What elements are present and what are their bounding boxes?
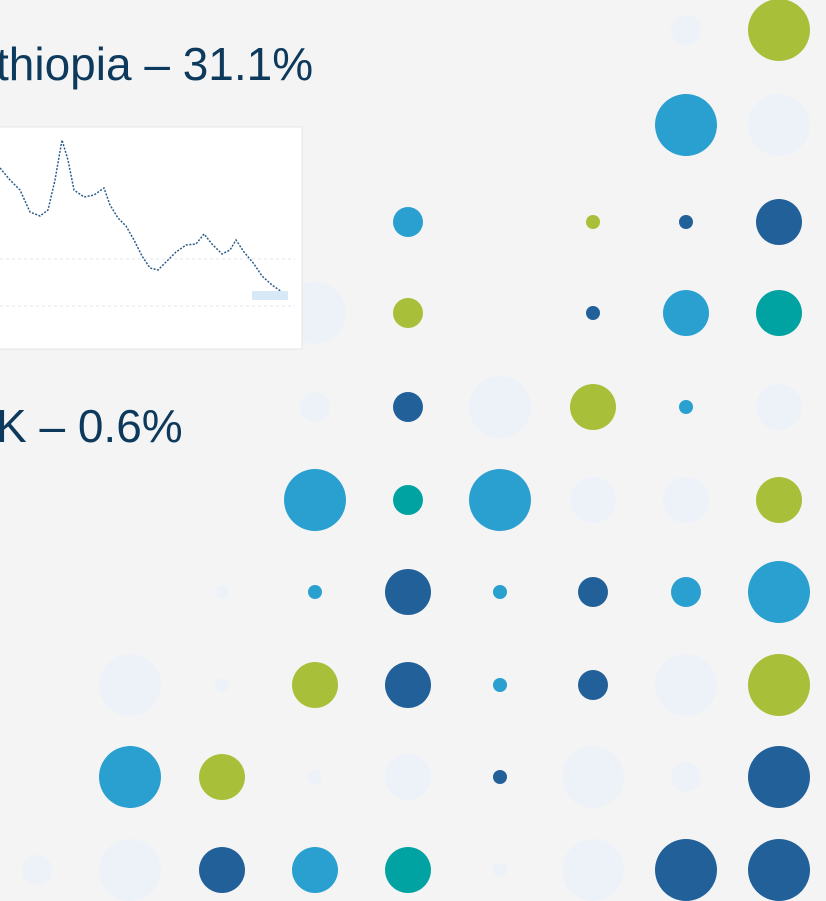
decor-dot — [679, 215, 693, 229]
decor-dot — [199, 754, 245, 800]
decor-dot — [99, 746, 161, 808]
item-text: thiopia – 31.1% — [0, 38, 313, 90]
decor-dot — [99, 839, 161, 901]
decor-dot — [469, 376, 531, 438]
decor-dot — [385, 847, 431, 893]
decor-dot — [393, 392, 423, 422]
decor-dot — [586, 215, 600, 229]
decor-dot — [570, 477, 616, 523]
chart-thumbnail — [0, 126, 303, 350]
decor-dot — [385, 569, 431, 615]
decor-dot — [578, 670, 608, 700]
decor-dot — [748, 94, 810, 156]
thumbnail-line — [0, 139, 283, 293]
decor-dot — [748, 746, 810, 808]
decor-dot — [292, 662, 338, 708]
decor-dot — [756, 477, 802, 523]
decor-dot — [199, 847, 245, 893]
decor-dot — [671, 15, 701, 45]
decor-dot — [748, 654, 810, 716]
decor-dot — [308, 585, 322, 599]
decor-dot — [393, 485, 423, 515]
decor-dot — [671, 762, 701, 792]
decor-dot — [300, 392, 330, 422]
decor-dot — [469, 469, 531, 531]
decor-dot — [215, 678, 229, 692]
decor-dot — [493, 585, 507, 599]
decor-dot — [493, 770, 507, 784]
decor-dot — [393, 298, 423, 328]
decor-dot — [655, 654, 717, 716]
decor-dot — [663, 290, 709, 336]
decor-dot — [215, 585, 229, 599]
decor-dot — [22, 855, 52, 885]
decor-dot — [292, 847, 338, 893]
decor-dot — [586, 306, 600, 320]
decor-dot — [562, 839, 624, 901]
decor-dot — [671, 577, 701, 607]
decor-dot — [748, 561, 810, 623]
decor-dot — [493, 678, 507, 692]
decor-dot — [284, 469, 346, 531]
decor-dot — [756, 290, 802, 336]
thumbnail-frame — [0, 126, 303, 350]
decor-dot — [655, 94, 717, 156]
decor-dot — [385, 754, 431, 800]
decor-dot — [562, 746, 624, 808]
decor-dot — [748, 0, 810, 61]
decor-dot — [385, 662, 431, 708]
decor-dot — [679, 400, 693, 414]
decor-dot — [493, 863, 507, 877]
decor-dot — [393, 207, 423, 237]
decor-dot — [756, 199, 802, 245]
decor-dot — [570, 384, 616, 430]
decor-dot — [308, 770, 322, 784]
decor-dot — [655, 839, 717, 901]
thumbnail-badge — [252, 291, 288, 300]
decor-dot — [756, 384, 802, 430]
decor-dot — [663, 477, 709, 523]
decor-dot — [578, 577, 608, 607]
decor-dot — [748, 839, 810, 901]
decor-dot — [99, 654, 161, 716]
item-text: K – 0.6% — [0, 400, 183, 452]
